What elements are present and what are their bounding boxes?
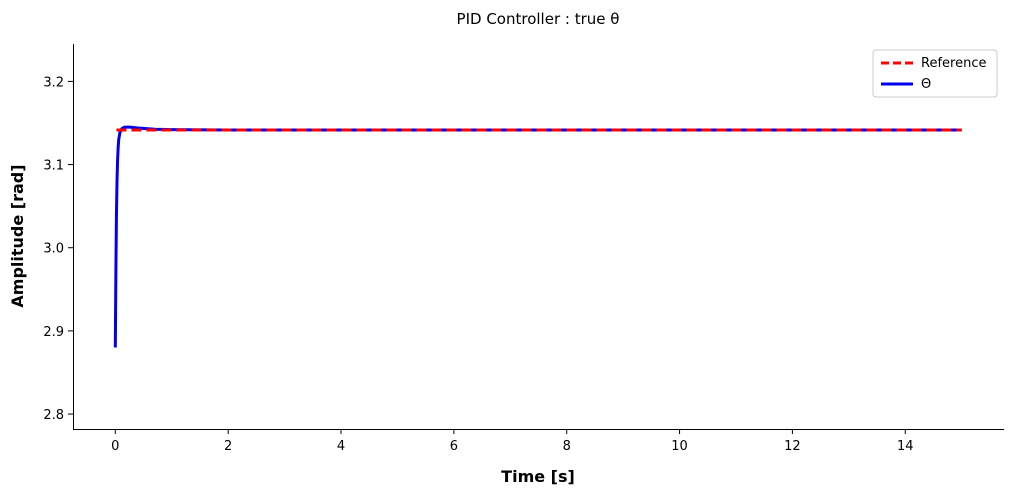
plot-area [113, 125, 962, 348]
y-tick-label: 3.0 [43, 242, 64, 257]
x-tick-label: 10 [671, 439, 688, 454]
x-tick-label: 2 [224, 439, 232, 454]
x-axis-label: Time [s] [501, 467, 575, 486]
legend-label-theta: Θ [921, 77, 931, 92]
x-ticks: 0 2 4 6 8 10 12 14 [111, 429, 914, 454]
x-tick-label: 12 [784, 439, 801, 454]
legend-label-reference: Reference [921, 56, 986, 71]
x-tick-label: 8 [563, 439, 571, 454]
y-ticks: 2.8 2.9 3.0 3.1 3.2 [43, 75, 73, 423]
y-tick-label: 3.2 [43, 75, 64, 90]
chart-title: PID Controller : true θ [457, 10, 620, 28]
x-tick-label: 0 [111, 439, 119, 454]
y-tick-label: 2.8 [43, 408, 64, 423]
y-tick-label: 2.9 [43, 325, 64, 340]
x-tick-label: 4 [337, 439, 345, 454]
legend: Reference Θ [872, 49, 998, 98]
y-tick-label: 3.1 [43, 159, 64, 174]
x-tick-label: 14 [897, 439, 914, 454]
x-tick-label: 6 [450, 439, 458, 454]
series-line-theta [113, 125, 962, 348]
y-axis-label: Amplitude [rad] [8, 164, 27, 307]
